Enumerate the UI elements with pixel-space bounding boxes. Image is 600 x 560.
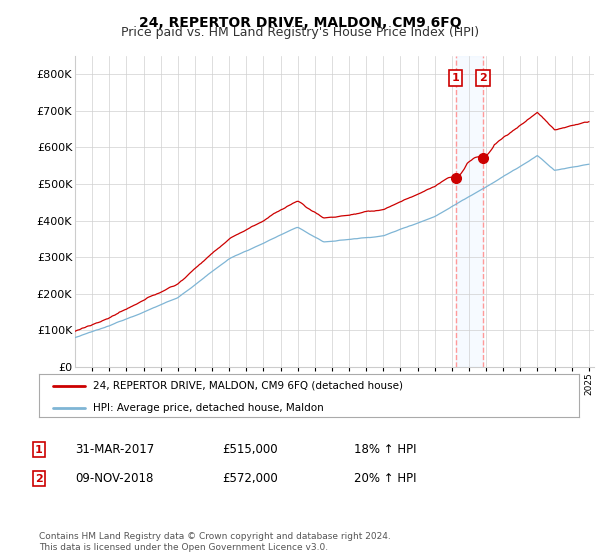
Text: 09-NOV-2018: 09-NOV-2018 <box>75 472 154 486</box>
Text: 1: 1 <box>35 445 43 455</box>
Text: £515,000: £515,000 <box>222 443 278 456</box>
Text: 31-MAR-2017: 31-MAR-2017 <box>75 443 154 456</box>
Text: 2: 2 <box>479 73 487 83</box>
Text: HPI: Average price, detached house, Maldon: HPI: Average price, detached house, Mald… <box>93 403 324 413</box>
Text: Price paid vs. HM Land Registry's House Price Index (HPI): Price paid vs. HM Land Registry's House … <box>121 26 479 39</box>
Text: 20% ↑ HPI: 20% ↑ HPI <box>354 472 416 486</box>
Text: 24, REPERTOR DRIVE, MALDON, CM9 6FQ (detached house): 24, REPERTOR DRIVE, MALDON, CM9 6FQ (det… <box>93 381 403 391</box>
Bar <box>456 56 483 367</box>
Text: 24, REPERTOR DRIVE, MALDON, CM9 6FQ: 24, REPERTOR DRIVE, MALDON, CM9 6FQ <box>139 16 461 30</box>
Text: 1: 1 <box>452 73 460 83</box>
Text: £572,000: £572,000 <box>222 472 278 486</box>
Text: Contains HM Land Registry data © Crown copyright and database right 2024.
This d: Contains HM Land Registry data © Crown c… <box>39 532 391 552</box>
Text: 18% ↑ HPI: 18% ↑ HPI <box>354 443 416 456</box>
Text: 2: 2 <box>35 474 43 484</box>
